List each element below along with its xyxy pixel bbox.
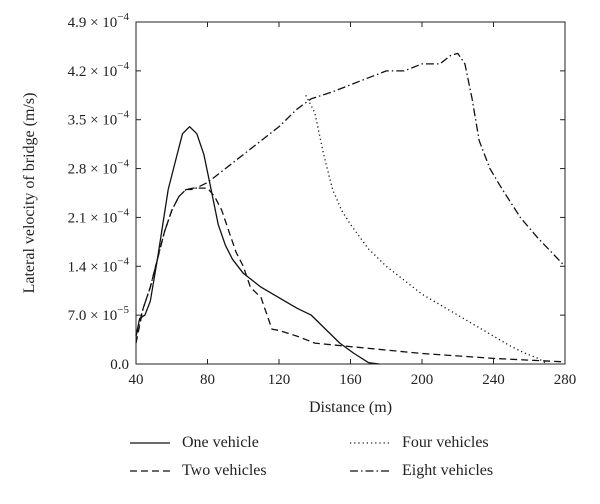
- x-tick-label: 120: [268, 372, 291, 388]
- legend-label: Four vehicles: [402, 434, 489, 451]
- legend-item-one-vehicle: One vehicle: [130, 432, 259, 454]
- y-tick-label: 4.2 × 10−4: [68, 60, 130, 80]
- legend-item-eight-vehicles: Eight vehicles: [350, 460, 493, 482]
- legend-swatch-solid: [130, 442, 170, 444]
- series-line-one-vehicle: [135, 126, 380, 365]
- legend-swatch-dotted: [350, 442, 390, 444]
- x-tick-label: 40: [129, 372, 144, 388]
- legend-item-four-vehicles: Four vehicles: [350, 432, 489, 454]
- legend: One vehicle Two vehicles Four vehicles E…: [130, 432, 570, 488]
- legend-swatch-dashdot: [350, 470, 390, 472]
- legend-item-two-vehicles: Two vehicles: [130, 460, 267, 482]
- x-tick-label: 280: [554, 372, 577, 388]
- series-line-two-vehicles: [135, 187, 566, 363]
- plot-area: [135, 21, 566, 365]
- series-line-eight-vehicles: [135, 52, 566, 337]
- y-tick-label: 3.5 × 10−4: [68, 109, 130, 129]
- x-tick-label: 160: [339, 372, 362, 388]
- y-tick-label: 2.8 × 10−4: [68, 158, 130, 178]
- y-tick-label: 0.0: [110, 357, 129, 373]
- series-line-four-vehicles: [305, 95, 548, 365]
- y-axis-ticks: 0.0 7.0 × 10−5 1.4 × 10−4 2.1 × 10−4 2.8 × 1…: [68, 11, 565, 373]
- x-axis-ticks: 40 80 120 160 200 240 280: [129, 22, 577, 388]
- x-tick-label: 240: [482, 372, 505, 388]
- y-axis-title: Lateral velocity of bridge (m/s): [21, 93, 38, 294]
- y-tick-label: 7.0 × 10−5: [68, 304, 130, 324]
- x-tick-label: 200: [411, 372, 434, 388]
- x-axis-title: Distance (m): [309, 399, 392, 416]
- line-chart: 40 80 120 160 200 240 280 0.0 7.0 × 10−5 1.4 × 1…: [21, 11, 577, 416]
- plot-frame: [135, 21, 566, 365]
- legend-label: One vehicle: [182, 434, 259, 451]
- x-tick-label: 80: [200, 372, 215, 388]
- legend-label: Two vehicles: [182, 462, 267, 479]
- y-tick-label: 1.4 × 10−4: [68, 255, 130, 275]
- y-tick-label: 2.1 × 10−4: [68, 206, 130, 226]
- legend-label: Eight vehicles: [402, 462, 494, 479]
- legend-swatch-dashed: [130, 470, 170, 472]
- y-tick-label: 4.9 × 10−4: [68, 11, 130, 31]
